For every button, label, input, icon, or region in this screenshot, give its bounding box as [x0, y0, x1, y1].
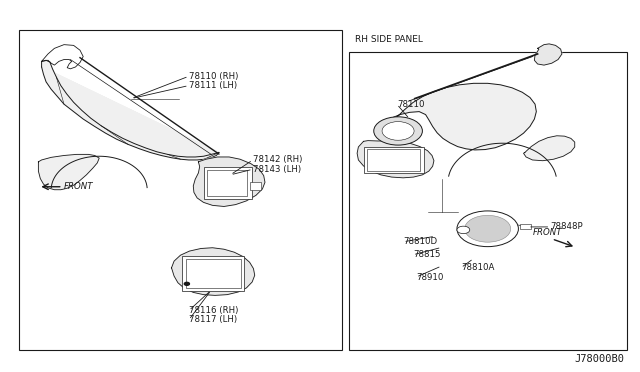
Polygon shape	[193, 157, 265, 206]
Circle shape	[374, 117, 422, 145]
Polygon shape	[524, 136, 575, 161]
Bar	[364, 147, 424, 173]
Text: 78117 (LH): 78117 (LH)	[189, 315, 237, 324]
Text: J78000B0: J78000B0	[574, 354, 624, 364]
Circle shape	[457, 226, 470, 234]
Polygon shape	[42, 60, 219, 160]
Text: 78848P: 78848P	[550, 222, 583, 231]
Text: RH SIDE PANEL: RH SIDE PANEL	[355, 35, 423, 44]
Text: FRONT: FRONT	[533, 228, 563, 237]
Text: 78142 (RH): 78142 (RH)	[253, 155, 302, 164]
Bar	[182, 256, 244, 291]
Text: 78143 (LH): 78143 (LH)	[253, 165, 301, 174]
Polygon shape	[172, 248, 255, 295]
Bar	[520, 224, 531, 229]
Bar	[204, 167, 252, 199]
Text: 78110: 78110	[397, 100, 424, 109]
Text: 78810D: 78810D	[403, 237, 437, 246]
Bar	[349, 52, 627, 350]
Circle shape	[184, 282, 189, 285]
Polygon shape	[38, 154, 99, 190]
Text: 78111 (LH): 78111 (LH)	[189, 81, 237, 90]
Text: FRONT: FRONT	[64, 182, 93, 191]
Polygon shape	[357, 141, 434, 178]
Circle shape	[457, 211, 518, 247]
Polygon shape	[392, 83, 536, 150]
Bar	[19, 30, 342, 350]
Text: 78110 (RH): 78110 (RH)	[189, 72, 238, 81]
Circle shape	[465, 215, 511, 242]
Bar	[207, 170, 247, 196]
Bar	[250, 182, 261, 190]
Text: 78810A: 78810A	[461, 263, 494, 272]
Text: 78116 (RH): 78116 (RH)	[189, 306, 238, 315]
Text: 78910: 78910	[416, 273, 444, 282]
Bar	[186, 259, 241, 288]
Circle shape	[382, 122, 414, 140]
Polygon shape	[534, 44, 562, 65]
Polygon shape	[42, 45, 83, 69]
Bar	[367, 149, 420, 171]
Text: 78815: 78815	[413, 250, 440, 259]
